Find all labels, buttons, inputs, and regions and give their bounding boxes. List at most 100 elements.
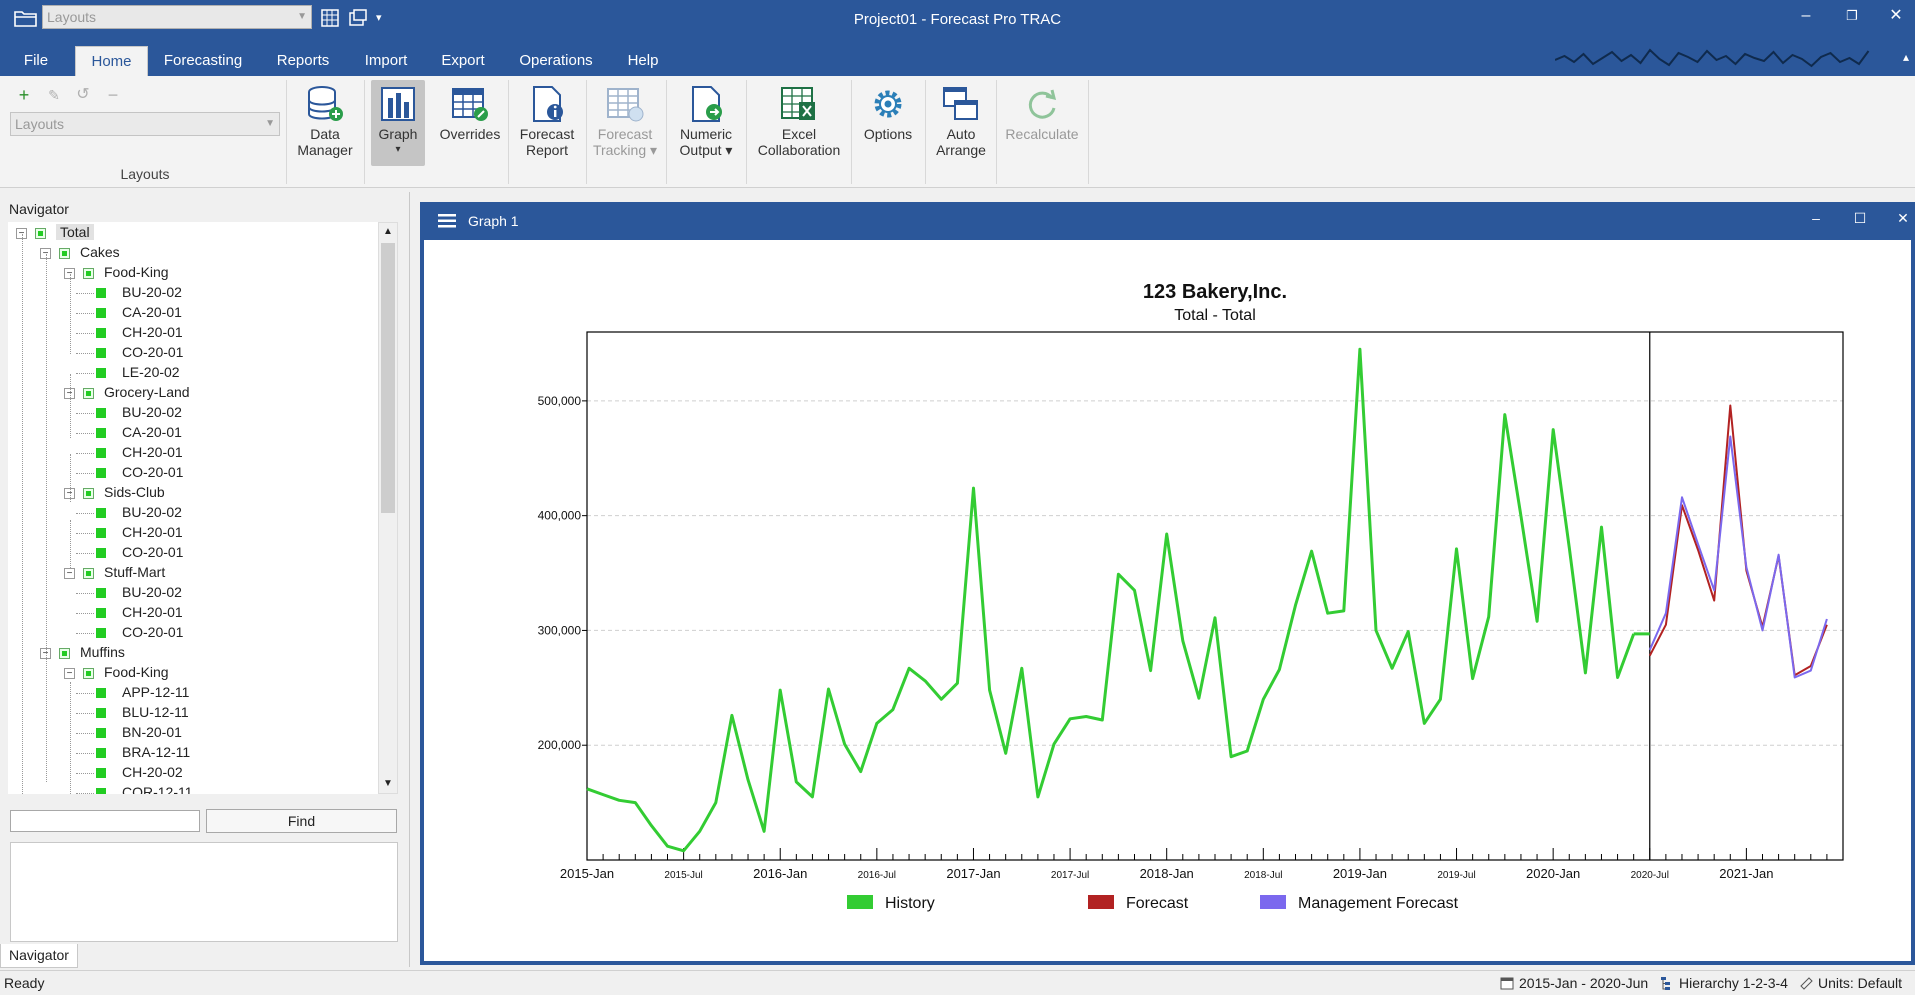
x-tick-label: 2015-Jan [560,866,614,881]
tab-import[interactable]: Import [364,52,408,69]
collapse-icon[interactable]: − [64,487,75,499]
data-manager-button[interactable]: Data Manager [290,80,360,166]
tree-leaf-item[interactable]: BU-20-02 [76,402,182,422]
collapse-icon[interactable]: − [64,667,75,679]
options-button[interactable]: Options [856,80,920,166]
forecast-tracking-label-1: Forecast [597,126,653,142]
tree-node-item[interactable]: − Sids-Club [64,482,165,502]
y-tick-label: 500,000 [538,394,582,408]
close-button[interactable]: ✕ [1889,7,1903,24]
tree-leaf-item[interactable]: CO-20-01 [76,462,183,482]
tree-leaf-item[interactable]: CH-20-01 [76,442,183,462]
window-layout-icon[interactable] [348,8,368,28]
auto-arrange-button[interactable]: Auto Arrange [930,80,992,166]
collapse-icon[interactable]: − [40,247,51,259]
graph-maximize-button[interactable]: ☐ [1853,210,1867,226]
collapse-icon[interactable]: − [64,267,75,279]
tree-leaf-item[interactable]: CH-20-01 [76,522,183,542]
collapse-icon[interactable]: − [64,567,75,579]
tree-node-item[interactable]: − Total [16,222,94,242]
tab-help[interactable]: Help [627,52,659,69]
find-button[interactable]: Find [206,809,397,833]
forecast-tracking-button[interactable]: Forecast Tracking ▾ [590,80,660,166]
layouts-group-label: Layouts [120,166,170,182]
tree-node-item[interactable]: − Food-King [64,262,169,282]
tree-leaf-item[interactable]: CA-20-01 [76,422,182,442]
tree-item-label: Food-King [104,264,169,280]
undo-icon[interactable]: ↺ [76,86,90,103]
numeric-output-button[interactable]: Numeric Output ▾ [672,80,740,166]
restore-button[interactable]: ❐ [1846,8,1858,23]
open-folder-icon[interactable] [14,9,38,27]
tree-node-item[interactable]: − Stuff-Mart [64,562,165,582]
navigator-tab[interactable]: Navigator [0,944,78,968]
minimize-button[interactable]: ‒ [1801,7,1811,24]
tree-leaf-item[interactable]: BLU-12-11 [76,702,189,722]
tree-leaf-item[interactable]: BRA-12-11 [76,742,190,762]
tree-leaf-item[interactable]: BU-20-02 [76,582,182,602]
tree-item-label: BLU-12-11 [122,704,189,720]
tree-leaf-item[interactable]: APP-12-11 [76,682,189,702]
layouts-quick-combo[interactable]: Layouts ▼ [42,5,312,29]
tab-operations[interactable]: Operations [519,52,593,69]
tree-connector [76,532,94,534]
leaf-status-icon [96,508,106,519]
excel-collaboration-button[interactable]: Excel Collaboration [752,80,846,166]
ribbon-collapse-icon[interactable]: ▴ [1902,50,1909,64]
recalculate-button[interactable]: Recalculate [1000,80,1084,166]
graph-minimize-button[interactable]: ‒ [1812,210,1820,226]
collapse-icon[interactable]: − [16,227,27,239]
tree-leaf-item[interactable]: BU-20-02 [76,502,182,522]
tab-reports[interactable]: Reports [276,52,330,69]
tab-export[interactable]: Export [441,52,485,69]
tree-leaf-item[interactable]: CH-20-02 [76,762,183,782]
tree-leaf-item[interactable]: CA-20-01 [76,302,182,322]
tree-item-label: CO-20-01 [122,544,184,560]
scroll-down-icon[interactable]: ▼ [383,778,393,789]
tree-node-item[interactable]: − Grocery-Land [64,382,190,402]
scroll-up-icon[interactable]: ▲ [383,226,393,237]
hierarchy-tree[interactable]: − Total − Cakes − Food-King BU-20-02 CA-20-01 CH… [8,222,378,794]
tree-item-label: BU-20-02 [122,504,182,520]
forecast-report-button[interactable]: Forecast Report [512,80,582,166]
tree-leaf-item[interactable]: CO-20-01 [76,542,183,562]
tree-leaf-item[interactable]: CO-20-01 [76,622,183,642]
tree-scrollbar[interactable]: ▲ ▼ [378,222,398,794]
graph-button[interactable]: Graph ▾ [371,80,425,166]
leaf-status-icon [96,428,106,439]
tree-leaf-item[interactable]: CH-20-01 [76,322,183,342]
tree-item-label: CO-20-01 [122,344,184,360]
tab-file[interactable]: File [23,52,49,69]
graph-close-button[interactable]: ✕ [1897,210,1909,226]
grid-layout-icon[interactable] [320,8,340,28]
tab-forecasting[interactable]: Forecasting [163,52,243,69]
tree-connector [76,452,94,454]
tree-node-item[interactable]: − Muffins [40,642,125,662]
hamburger-menu-icon[interactable] [438,214,456,228]
tree-leaf-item[interactable]: CO-20-01 [76,342,183,362]
remove-icon[interactable]: − [107,85,119,105]
tree-guide-line [70,274,71,354]
tree-leaf-item[interactable]: CH-20-01 [76,602,183,622]
overrides-button[interactable]: Overrides [436,80,504,166]
tab-home[interactable]: Home [75,46,148,76]
graph-window-title: Graph 1 [468,213,519,229]
tree-leaf-item[interactable]: BN-20-01 [76,722,182,742]
tree-node-item[interactable]: − Cakes [40,242,120,262]
ribbon-layouts-combo[interactable]: Layouts ▼ [10,112,280,136]
edit-icon[interactable]: ✎ [48,87,60,103]
scroll-thumb[interactable] [381,243,395,513]
tree-leaf-item[interactable]: COR-12-11 [76,782,193,794]
refresh-icon [1028,89,1057,119]
tree-node-item[interactable]: − Food-King [64,662,169,682]
collapse-icon[interactable]: − [40,647,51,659]
customize-toolbar-icon[interactable]: ▾ [376,12,382,24]
tree-leaf-item[interactable]: BU-20-02 [76,282,182,302]
data-manager-label-2: Manager [297,142,353,158]
add-icon[interactable]: + [18,85,30,105]
collapse-icon[interactable]: − [64,387,75,399]
find-input[interactable] [10,810,200,832]
numeric-export-icon [692,86,722,122]
leaf-status-icon [96,628,106,639]
tree-leaf-item[interactable]: LE-20-02 [76,362,180,382]
